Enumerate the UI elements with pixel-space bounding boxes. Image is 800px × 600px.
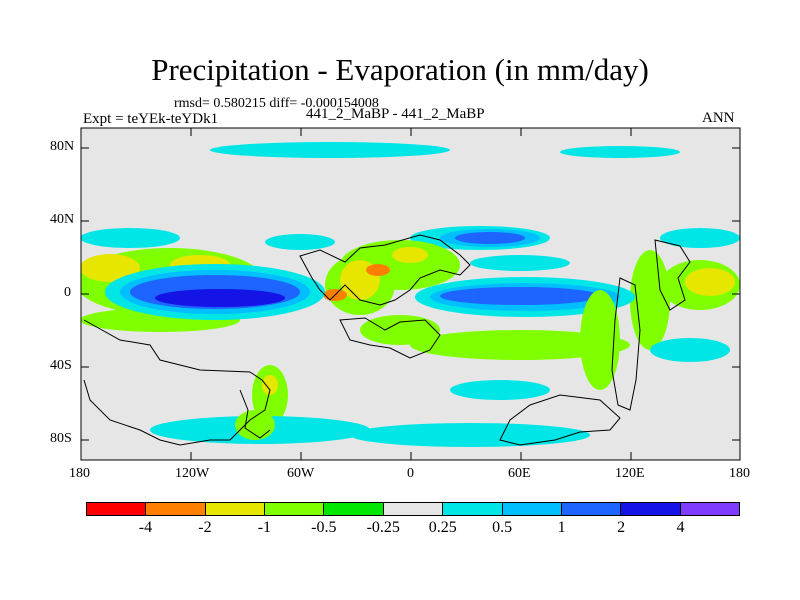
colorbar-label: -2 — [198, 519, 212, 536]
colorbar-label: -0.5 — [311, 519, 337, 536]
colorbar — [86, 502, 740, 516]
lon-label-120e: 120E — [615, 466, 645, 481]
field-north-mid — [81, 226, 740, 271]
colorbar-label: -1 — [257, 519, 272, 536]
season-label: ANN — [702, 110, 735, 126]
lon-label-0: 0 — [407, 466, 414, 481]
lon-label-120w: 120W — [175, 466, 210, 481]
field-tropical-wet — [105, 264, 635, 320]
lon-ticks — [190, 128, 632, 460]
lat-label-0: 0 — [64, 285, 71, 300]
colorbar-swatch — [205, 502, 266, 516]
colorbar-swatch — [561, 502, 622, 516]
colorbar-swatch — [86, 502, 147, 516]
plot-title: Precipitation - Evaporation (in mm/day) — [151, 52, 649, 87]
colorbar-label: 4 — [676, 519, 685, 536]
lat-label-80s: 80S — [50, 431, 72, 446]
colorbar-label: 1 — [557, 519, 566, 536]
colorbar-swatch — [265, 502, 325, 516]
colorbar-swatch — [146, 502, 206, 516]
field-antarctic — [150, 410, 590, 447]
colorbar-swatch — [383, 502, 444, 516]
lat-ticks — [81, 147, 740, 441]
field-arctic — [210, 142, 680, 158]
lat-label-40n: 40N — [50, 212, 75, 227]
colorbar-swatch — [443, 502, 503, 516]
run-comparison-label: 441_2_MaBP - 441_2_MaBP — [306, 106, 485, 122]
continent-outlines — [83, 234, 691, 446]
colorbar-label: 0.25 — [428, 519, 457, 536]
colorbar-swatch — [502, 502, 562, 516]
lon-label-180e: 180 — [729, 466, 750, 481]
rmsd-diff-stats: rmsd= 0.580215 diff= -0.000154008 — [174, 96, 379, 111]
colorbar-label: 2 — [617, 519, 626, 536]
colorbar-swatch — [680, 502, 740, 516]
colorbar-label: -4 — [138, 519, 153, 536]
colorbar-swatch — [324, 502, 384, 516]
experiment-label: Expt = teYEk-teYDk1 — [83, 111, 219, 127]
lon-label-180w: 180 — [69, 466, 90, 481]
field-south-mid — [252, 290, 730, 425]
lon-label-60w: 60W — [287, 466, 315, 481]
colorbar-label: 0.5 — [492, 519, 513, 536]
lat-label-40s: 40S — [50, 358, 72, 373]
colorbar-label: -0.25 — [366, 519, 400, 536]
lon-label-60e: 60E — [508, 466, 531, 481]
lat-label-80n: 80N — [50, 139, 75, 154]
colorbar-swatch — [621, 502, 681, 516]
